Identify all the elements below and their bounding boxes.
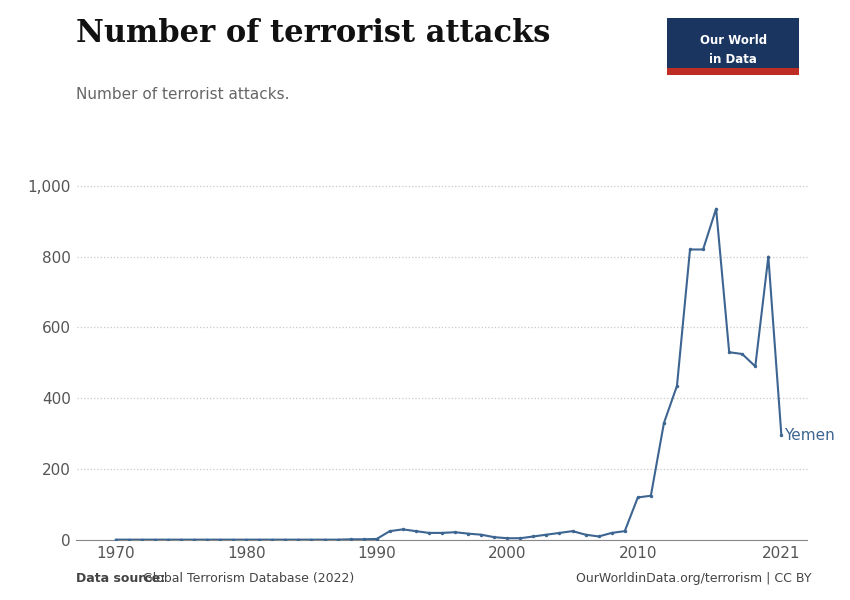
Text: in Data: in Data xyxy=(709,53,757,65)
Text: Global Terrorism Database (2022): Global Terrorism Database (2022) xyxy=(139,572,354,585)
Text: Number of terrorist attacks: Number of terrorist attacks xyxy=(76,18,551,49)
Text: Our World: Our World xyxy=(700,34,767,47)
Text: OurWorldinData.org/terrorism | CC BY: OurWorldinData.org/terrorism | CC BY xyxy=(576,572,812,585)
Text: Number of terrorist attacks.: Number of terrorist attacks. xyxy=(76,87,290,102)
Text: Yemen: Yemen xyxy=(784,428,835,443)
Text: Data source:: Data source: xyxy=(76,572,166,585)
FancyBboxPatch shape xyxy=(667,18,799,75)
Bar xyxy=(667,68,799,75)
